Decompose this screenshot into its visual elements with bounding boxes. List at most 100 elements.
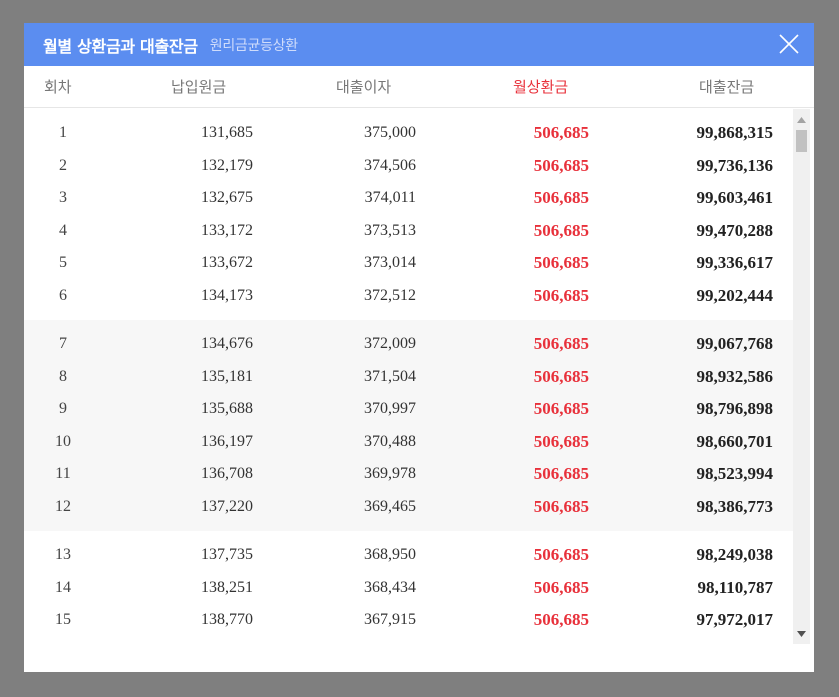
monthly-payment-cell: 506,685 [533,123,589,142]
vertical-scrollbar[interactable] [793,109,810,644]
table-row: 8 135,181 371,504 506,685 98,932,586 [24,361,793,394]
table-row: 14 138,251 368,434 506,685 98,110,787 [24,572,793,605]
balance-cell: 98,110,787 [697,577,773,597]
principal-cell: 138,251 [201,578,253,596]
monthly-payment-cell: 506,685 [533,610,589,629]
table-row-group: 7 134,676 372,009 506,685 99,067,768 8 135,181… [24,320,793,531]
table-row-group: 13 137,735 368,950 506,685 98,249,038 14 138,2… [24,531,793,645]
row-number-cell: 11 [55,465,71,482]
row-number-cell: 8 [59,367,67,385]
repayment-schedule-modal: 월별 상환금과 대출잔금 원리금균등상환 회차 납입원금 대출이자 월상환금 대… [24,23,814,672]
table-row: 16 139,290 367,395 506,685 97,832,727 [24,637,793,645]
principal-cell: 133,172 [201,221,253,239]
scroll-up-button[interactable] [793,111,810,128]
table-column-header: 회차 납입원금 대출이자 월상환금 대출잔금 [24,66,814,108]
interest-cell: 370,488 [364,432,416,450]
row-number-cell: 7 [59,335,67,352]
schedule-table-scroll-area[interactable]: 1 131,685 375,000 506,685 99,868,315 2 132,179… [24,109,814,644]
column-header-interest: 대출이자 [336,78,392,96]
interest-cell: 372,512 [364,286,416,304]
interest-cell: 374,506 [364,156,416,174]
interest-cell: 371,504 [364,367,416,385]
principal-cell: 135,688 [201,400,253,417]
row-number-cell: 4 [59,221,67,239]
balance-cell: 99,336,617 [696,253,774,272]
principal-cell: 133,672 [201,254,253,271]
interest-cell: 367,915 [364,611,416,628]
interest-cell: 374,011 [364,189,416,206]
balance-cell: 98,796,898 [696,399,774,418]
interest-cell: 368,434 [364,578,416,596]
scroll-up-arrow-icon [797,116,806,123]
monthly-payment-cell: 506,685 [533,464,589,483]
monthly-payment-cell: 506,685 [533,399,589,418]
principal-cell: 139,290 [201,644,253,645]
table-row: 15 138,770 367,915 506,685 97,972,017 [24,604,793,637]
table-row: 5 133,672 373,014 506,685 99,336,617 [24,247,793,280]
column-header-principal: 납입원금 [171,78,227,96]
interest-cell: 372,009 [364,335,416,352]
modal-title: 월별 상환금과 대출잔금 [43,36,198,56]
principal-cell: 134,676 [201,335,253,352]
balance-cell: 99,868,315 [696,123,774,142]
principal-cell: 132,675 [201,189,253,206]
balance-cell: 99,470,288 [696,220,774,240]
balance-cell: 98,249,038 [696,545,774,564]
monthly-payment-cell: 506,685 [533,577,589,597]
column-header-no: 회차 [44,78,72,96]
table-row: 6 134,173 372,512 506,685 99,202,444 [24,280,793,313]
monthly-payment-cell: 506,685 [533,155,589,175]
scroll-down-button[interactable] [793,625,810,642]
close-icon [779,34,799,54]
principal-cell: 137,735 [201,546,253,563]
scrollbar-thumb[interactable] [796,130,807,152]
row-number-cell: 1 [59,124,67,141]
monthly-payment-cell: 506,685 [533,220,589,240]
monthly-payment-cell: 506,685 [533,545,589,564]
balance-cell: 98,523,994 [696,464,774,483]
balance-cell: 99,202,444 [696,285,774,305]
principal-cell: 137,220 [201,497,253,515]
table-row: 3 132,675 374,011 506,685 99,603,461 [24,182,793,215]
monthly-payment-cell: 506,685 [533,253,589,272]
row-number-cell: 5 [59,254,67,271]
table-row: 10 136,197 370,488 506,685 98,660,701 [24,426,793,459]
table-row: 9 135,688 370,997 506,685 98,796,898 [24,393,793,426]
monthly-payment-cell: 506,685 [533,496,589,516]
table-row: 4 133,172 373,513 506,685 99,470,288 [24,215,793,248]
balance-cell: 99,067,768 [696,334,774,353]
balance-cell: 97,972,017 [696,610,774,629]
row-number-cell: 15 [55,611,71,628]
balance-cell: 99,736,136 [696,155,774,175]
close-button[interactable] [778,33,800,55]
row-number-cell: 2 [59,156,67,174]
scroll-down-arrow-icon [797,630,806,637]
monthly-payment-cell: 506,685 [533,431,589,451]
balance-cell: 99,603,461 [696,188,774,207]
monthly-payment-cell: 506,685 [534,643,589,644]
interest-cell: 373,513 [364,221,416,239]
modal-subtitle: 원리금균등상환 [209,37,298,54]
table-row: 12 137,220 369,465 506,685 98,386,773 [24,491,793,524]
table-row-group: 1 131,685 375,000 506,685 99,868,315 2 132,179… [24,109,793,320]
monthly-payment-cell: 506,685 [533,285,589,305]
row-number-cell: 3 [59,189,67,206]
principal-cell: 135,181 [201,367,253,385]
principal-cell: 136,197 [201,432,253,450]
balance-cell: 97,832,727 [697,643,774,644]
principal-cell: 138,770 [201,611,253,628]
modal-header: 월별 상환금과 대출잔금 원리금균등상환 [24,23,814,66]
balance-cell: 98,386,773 [696,496,774,516]
row-number-cell: 10 [55,432,71,450]
row-number-cell: 16 [24,644,102,645]
column-header-monthly: 월상환금 [513,78,569,96]
table-row: 13 137,735 368,950 506,685 98,249,038 [24,539,793,572]
interest-cell: 368,950 [364,546,416,563]
interest-cell: 369,465 [364,497,416,515]
row-number-cell: 9 [59,400,67,417]
schedule-table-body: 1 131,685 375,000 506,685 99,868,315 2 132,179… [24,109,793,644]
table-row: 2 132,179 374,506 506,685 99,736,136 [24,150,793,183]
column-header-balance: 대출잔금 [699,78,755,96]
table-row: 1 131,685 375,000 506,685 99,868,315 [24,117,793,150]
principal-cell: 134,173 [201,286,253,304]
